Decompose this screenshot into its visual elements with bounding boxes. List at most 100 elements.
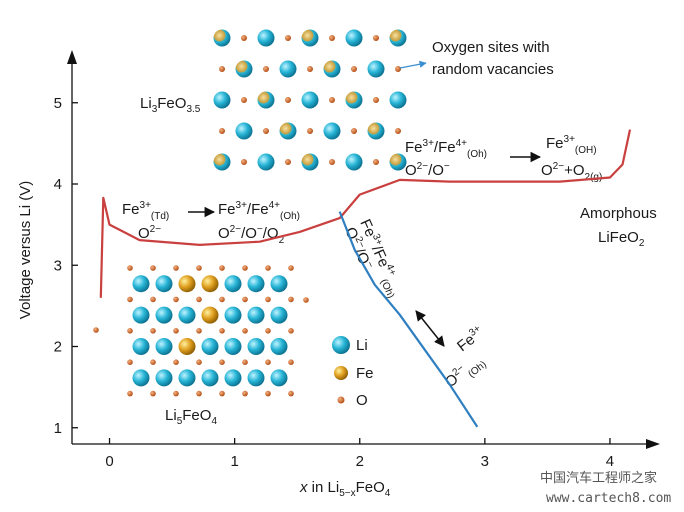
atom — [213, 153, 231, 171]
annotation: Fe3+ — [453, 323, 487, 355]
atom — [288, 390, 294, 397]
text-part: − — [444, 161, 450, 172]
note-arrow — [399, 60, 427, 69]
atom — [213, 91, 231, 109]
atom — [219, 296, 225, 303]
atom — [93, 327, 99, 333]
atom — [265, 296, 271, 303]
atom — [279, 122, 297, 140]
atom — [219, 66, 225, 72]
annotation: Fe3+(OH) — [546, 134, 597, 156]
text-part: 2 — [279, 235, 285, 246]
atom — [345, 29, 363, 47]
x-axis-label-part: x — [299, 479, 308, 496]
atom — [265, 328, 271, 334]
text-part: /O — [428, 162, 444, 179]
atom — [219, 359, 225, 366]
atom — [247, 275, 265, 293]
text-part: 2− — [150, 224, 162, 235]
atom — [270, 306, 288, 324]
atom — [224, 275, 242, 293]
text-part: FeO — [157, 95, 186, 112]
text-part: 3 — [152, 104, 158, 115]
text-part: Li — [165, 407, 177, 424]
annotation: Fe3+(Td) — [122, 200, 169, 222]
text-part: O — [138, 225, 150, 242]
atom — [257, 91, 275, 109]
y-axis-arrow — [67, 50, 77, 64]
legend-icon — [334, 366, 348, 380]
watermark: www.cartech8.com — [546, 491, 671, 506]
text-part: 2− — [230, 224, 242, 235]
text-part: Fe — [122, 201, 140, 218]
atom — [351, 66, 357, 72]
annotation: Amorphous — [580, 205, 657, 222]
y-axis-label: Voltage versus Li (V) — [17, 181, 34, 319]
atom — [241, 97, 247, 103]
atom — [270, 275, 288, 293]
legend-label: Li — [356, 337, 368, 354]
atom — [270, 338, 288, 355]
legend-label: O — [356, 392, 368, 409]
atom — [201, 338, 219, 355]
atom — [242, 390, 248, 397]
atom — [242, 265, 248, 271]
atom — [242, 328, 248, 334]
y-tick-label: 2 — [54, 339, 62, 356]
text-part: /Fe — [247, 201, 269, 218]
atom — [247, 369, 265, 387]
text-part: 3+ — [140, 200, 152, 211]
atom — [389, 29, 407, 47]
text-part: − — [257, 224, 263, 235]
atom — [178, 369, 196, 387]
atom — [155, 369, 173, 387]
line-series — [99, 129, 632, 298]
atom — [389, 153, 407, 171]
atom — [323, 60, 341, 78]
annotation: O2− — [138, 224, 161, 242]
text-part: (Oh) — [280, 211, 300, 222]
atom — [257, 29, 275, 47]
atom — [242, 359, 248, 366]
y-tick-label: 3 — [54, 257, 62, 274]
atom — [196, 390, 202, 397]
atom — [301, 29, 319, 47]
text-part: 3+ — [423, 138, 435, 149]
text-part: FeO — [182, 407, 211, 424]
atom — [201, 369, 219, 387]
atom — [329, 35, 335, 41]
atom — [150, 359, 156, 366]
atom — [247, 338, 265, 355]
annotation: LiFeO2 — [598, 229, 645, 249]
x-tick-label: 3 — [481, 453, 489, 470]
atom — [373, 159, 379, 165]
atom — [242, 296, 248, 303]
atom — [285, 35, 291, 41]
text-part: LiFeO — [598, 229, 639, 246]
atom — [155, 275, 173, 293]
atom — [150, 296, 156, 303]
text-part: 4+ — [269, 200, 281, 211]
text-part: (Oh) — [378, 277, 396, 300]
atom — [196, 359, 202, 366]
atom — [241, 159, 247, 165]
atom — [127, 390, 133, 397]
atom — [345, 91, 363, 109]
atom — [285, 159, 291, 165]
text-part: O — [218, 225, 230, 242]
y-tick-label: 5 — [54, 95, 62, 112]
atom — [173, 359, 179, 366]
atom — [196, 328, 202, 334]
atom — [173, 390, 179, 397]
atom — [196, 296, 202, 303]
atom — [329, 159, 335, 165]
atom — [241, 35, 247, 41]
line-series — [338, 211, 479, 428]
atom — [389, 91, 407, 109]
atom — [288, 328, 294, 334]
atom — [263, 128, 269, 134]
x-axis-arrow — [646, 439, 660, 449]
text-part: 3+ — [236, 200, 248, 211]
atom — [213, 29, 231, 47]
text-part: 2− — [352, 235, 367, 250]
